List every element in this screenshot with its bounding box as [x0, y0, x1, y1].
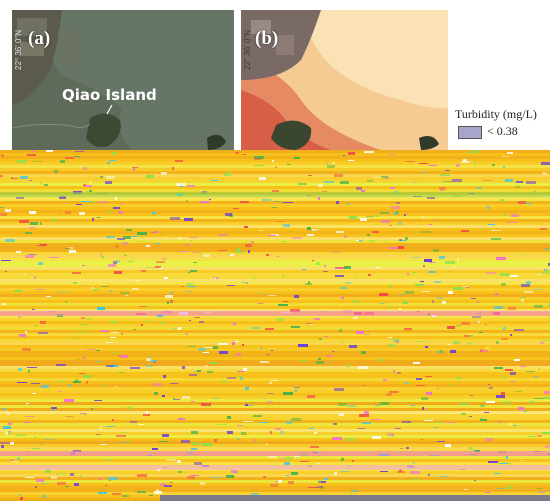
panel-b-label: (b) [255, 28, 279, 49]
qiao-island-label: Qiao Island [62, 86, 157, 104]
turbidity-map-graphic [241, 10, 448, 150]
rgb-map-graphic [12, 10, 234, 150]
panel-a-rgb-image: (a) 22° 36' 0"N Qiao Island [12, 10, 234, 150]
panel-a-latitude-label: 22° 36' 0"N [14, 29, 23, 70]
legend-entry-label: < 0.38 [487, 124, 518, 138]
legend-swatch [458, 126, 482, 139]
north-arrow-icon [210, 16, 234, 150]
panel-a-label: (a) [28, 28, 51, 49]
panel-b-latitude-label: 22° 36' 0"N [243, 29, 252, 70]
noise-pattern-graphic [0, 150, 550, 501]
corrupted-image-region [0, 150, 550, 501]
panel-b-turbidity-map: (b) 22° 36' 0"N [241, 10, 448, 150]
legend-title: Turbidity (mg/L) [455, 107, 537, 121]
